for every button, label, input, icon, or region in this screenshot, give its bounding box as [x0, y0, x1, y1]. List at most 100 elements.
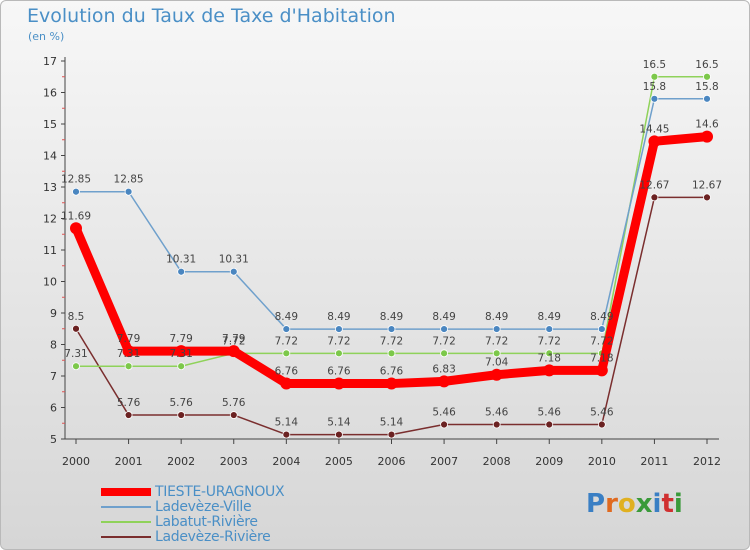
proxiti-logo: Proxiti	[586, 489, 683, 519]
data-point	[227, 345, 240, 358]
data-point	[282, 349, 291, 358]
data-point	[492, 349, 501, 358]
logo-letter: i	[673, 489, 683, 519]
data-point	[492, 325, 501, 333]
data-label: 7.04	[485, 357, 509, 369]
data-label: 5.76	[222, 397, 246, 409]
data-label: 6.76	[380, 366, 404, 378]
data-label: 10.31	[166, 254, 196, 266]
logo-letter: x	[635, 489, 653, 519]
data-label: 7.72	[380, 335, 403, 347]
y-tick-label: 11	[43, 244, 57, 257]
data-point	[177, 362, 186, 371]
logo-letter: i	[652, 489, 662, 519]
data-point	[595, 364, 608, 377]
data-point	[440, 325, 448, 333]
legend-swatch	[101, 506, 151, 508]
data-point	[703, 94, 711, 103]
legend-swatch	[101, 521, 151, 523]
x-tick-label: 2001	[115, 455, 143, 468]
data-point	[650, 94, 659, 103]
chart-title: Evolution du Taux de Taxe d'Habitation	[27, 5, 396, 27]
data-point	[438, 375, 451, 388]
data-point	[72, 324, 80, 333]
data-label: 7.79	[169, 333, 192, 345]
data-point	[229, 411, 238, 419]
x-tick-label: 2007	[430, 455, 458, 468]
data-point	[545, 420, 554, 429]
y-tick-label: 14	[43, 150, 57, 163]
legend-swatch	[101, 488, 151, 496]
x-tick-label: 2003	[220, 455, 248, 468]
data-label: 7.72	[590, 335, 613, 347]
x-tick-label: 2005	[325, 455, 353, 468]
data-point	[387, 325, 396, 333]
logo-letter: r	[605, 489, 618, 519]
data-label: 11.69	[61, 210, 91, 222]
data-point	[701, 130, 713, 143]
data-point	[72, 362, 80, 371]
data-label: 12.85	[61, 174, 91, 186]
data-label: 5.14	[327, 417, 351, 429]
data-point	[597, 325, 606, 333]
y-tick-label: 17	[43, 55, 57, 68]
data-label: 5.76	[117, 397, 141, 409]
data-label: 5.46	[538, 407, 562, 419]
data-point	[229, 267, 238, 276]
data-point	[70, 222, 82, 235]
data-point	[72, 187, 80, 196]
data-point	[648, 135, 661, 148]
data-label: 8.49	[327, 311, 350, 323]
data-label: 8.49	[538, 311, 561, 323]
data-point	[335, 349, 343, 358]
data-label: 5.46	[485, 407, 509, 419]
data-point	[440, 349, 448, 358]
data-label: 7.31	[117, 348, 140, 360]
data-label: 12.67	[639, 179, 669, 191]
data-label: 7.18	[538, 352, 561, 364]
data-point	[282, 325, 291, 333]
y-tick-label: 9	[50, 307, 57, 320]
data-label: 12.85	[114, 174, 144, 186]
chart-unit-label: (en %)	[28, 30, 65, 43]
y-tick-label: 15	[43, 118, 57, 131]
data-label: 5.14	[275, 417, 299, 429]
data-label: 6.83	[432, 363, 455, 375]
logo-letter: o	[617, 489, 636, 519]
y-tick-label: 10	[43, 276, 57, 289]
data-label: 7.72	[275, 335, 298, 347]
legend-label: Ladevèze-Ville	[155, 499, 252, 515]
data-label: 5.14	[380, 417, 404, 429]
data-point	[703, 72, 711, 81]
data-point	[177, 267, 186, 276]
data-point	[492, 420, 501, 429]
data-label: 7.72	[538, 335, 561, 347]
data-label: 6.76	[275, 366, 299, 378]
legend-label: Labatut-Rivière	[155, 514, 258, 530]
data-label: 8.49	[432, 311, 455, 323]
data-label: 8.49	[380, 311, 403, 323]
data-label: 6.76	[327, 366, 351, 378]
data-label: 8.49	[485, 311, 508, 323]
x-tick-label: 2000	[62, 455, 90, 468]
data-point	[332, 377, 345, 390]
data-point	[545, 325, 554, 333]
data-label: 10.31	[219, 254, 249, 266]
data-point	[597, 420, 606, 429]
data-label: 15.8	[643, 81, 666, 93]
y-tick-label: 12	[43, 213, 57, 226]
x-tick-label: 2009	[535, 455, 563, 468]
y-tick-label: 6	[50, 402, 57, 415]
x-tick-label: 2004	[272, 455, 300, 468]
x-tick-label: 2011	[640, 455, 668, 468]
data-point	[543, 364, 556, 377]
x-tick-label: 2006	[378, 455, 406, 468]
data-label: 7.79	[222, 333, 245, 345]
data-point	[490, 368, 503, 381]
x-tick-label: 2008	[483, 455, 511, 468]
data-label: 7.72	[327, 335, 350, 347]
data-point	[650, 72, 659, 81]
data-label: 7.79	[117, 333, 140, 345]
data-label: 7.72	[432, 335, 455, 347]
